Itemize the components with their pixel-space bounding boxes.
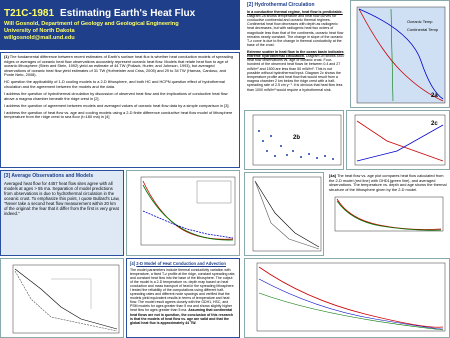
curve — [51, 278, 92, 309]
curve — [14, 268, 118, 330]
mark — [332, 158, 334, 160]
paragraph: HC question the applicability of 1-D coo… — [4, 79, 225, 89]
figure-label: 2b — [293, 135, 300, 141]
mark — [270, 135, 272, 137]
text: The model parameters include thermal con… — [130, 267, 236, 313]
lead: In a conductive thermal regime, heat flo… — [247, 9, 343, 14]
figure-2a: Oceanic Temp Continental Temp 2a — [350, 0, 450, 108]
section-label: [4] — [130, 261, 136, 266]
curve — [356, 120, 444, 162]
paragraph: Extreme scatter in heat flow in the ocea… — [247, 50, 345, 92]
paragraph: In a conductive thermal regime, heat flo… — [247, 10, 345, 48]
figure-4a-bottom — [244, 258, 450, 338]
figure-label: 2a — [431, 93, 438, 99]
section-2: [2] Hydrothermal Circulation In a conduc… — [244, 0, 348, 108]
figure-3 — [126, 170, 240, 256]
mark — [292, 150, 294, 152]
author: Will Gosnold, Department of Geology and … — [4, 21, 179, 27]
section-4a: [4a] The heat flow vs. age plot compares… — [326, 172, 450, 256]
curve-label: Continental Temp — [407, 27, 439, 32]
curve — [358, 8, 444, 100]
section-label: [4a] — [329, 173, 336, 178]
curve — [254, 180, 320, 248]
mark — [324, 155, 326, 157]
mark — [262, 140, 264, 142]
header: T21C-1981 Estimating Earth's Heat Flux Wi… — [0, 0, 240, 50]
curve — [142, 210, 234, 239]
paragraph: I address the question of heat flow vs. … — [4, 109, 233, 120]
paragraph: I address the question of hydrothermal c… — [4, 90, 228, 101]
curve — [254, 180, 320, 250]
curve — [142, 184, 234, 241]
paragraph: [4a] The heat flow vs. age plot compares… — [329, 173, 447, 192]
poster-id: T21C-1981 — [4, 8, 55, 19]
curve — [356, 124, 444, 162]
paragraph: The model parameters include thermal con… — [130, 268, 236, 325]
curve — [258, 278, 444, 330]
mark — [316, 157, 318, 159]
curve-label: Oceanic Temp — [407, 19, 433, 24]
poster-title: Estimating Earth's Heat Flux — [60, 8, 196, 19]
title-line: T21C-1981 Estimating Earth's Heat Flux — [4, 3, 236, 21]
section-title: [2] Hydrothermal Circulation — [247, 2, 315, 8]
curve — [14, 270, 118, 332]
figure-label: 2c — [431, 121, 438, 127]
curve — [390, 8, 394, 102]
conclusion: Assuming that continental heat flows are… — [130, 308, 234, 325]
section-title: [3] Average Observations and Models — [4, 173, 94, 179]
mark — [300, 156, 302, 158]
mark — [258, 130, 260, 132]
mark — [286, 154, 288, 156]
affiliation: University of North Dakota — [4, 28, 75, 34]
section-3: [3] Average Observations and Models Aver… — [0, 170, 124, 256]
text: The heat flow vs. age plot compares heat… — [329, 173, 447, 192]
title: 2-D Model of Heat Conduction and Advecti… — [136, 261, 226, 266]
text: Diagram 2b shows 4457 heat flow observat… — [247, 53, 345, 92]
curve — [258, 266, 444, 328]
figure-2b: 2b — [244, 110, 344, 170]
figure-4a-left — [244, 172, 324, 256]
figure-4-left — [0, 258, 124, 338]
scatter-cloud — [258, 130, 334, 160]
figure-2c: 2c — [346, 110, 450, 170]
curve — [336, 200, 442, 231]
text: The fundamental difference between recen… — [4, 54, 233, 78]
mark — [266, 150, 268, 152]
lead: Extreme scatter in heat flow in the ocea… — [247, 49, 344, 58]
mark — [274, 155, 276, 157]
plot-frame — [12, 264, 120, 334]
paragraph: (1) The fundamental difference between r… — [4, 54, 236, 78]
legend-box — [196, 180, 232, 204]
text: Diagram 2a shows temperature and heat fl… — [247, 13, 344, 48]
figure-4a-plot — [334, 196, 444, 232]
plot-frame — [252, 176, 322, 252]
section-label: (1) — [4, 54, 9, 59]
curve — [258, 292, 444, 331]
email: willgosnold@mail.und.edu — [4, 35, 75, 41]
curve — [336, 198, 442, 230]
section-title: [4] 2-D Model of Heat Conduction and Adv… — [130, 261, 236, 266]
mark — [308, 153, 310, 155]
mark — [280, 145, 282, 147]
plot-frame — [256, 262, 446, 332]
plot-frame — [334, 196, 444, 232]
paragraph: Averaged heat flow for 4457 heat flow si… — [4, 180, 120, 216]
paragraph: I address the question of agreement betw… — [4, 102, 230, 108]
plot-frame — [356, 6, 446, 104]
section-4: [4] 2-D Model of Heat Conduction and Adv… — [126, 258, 240, 338]
plot-frame — [252, 114, 342, 166]
section-1: (1) The fundamental difference between r… — [0, 52, 240, 168]
curve — [358, 8, 444, 102]
